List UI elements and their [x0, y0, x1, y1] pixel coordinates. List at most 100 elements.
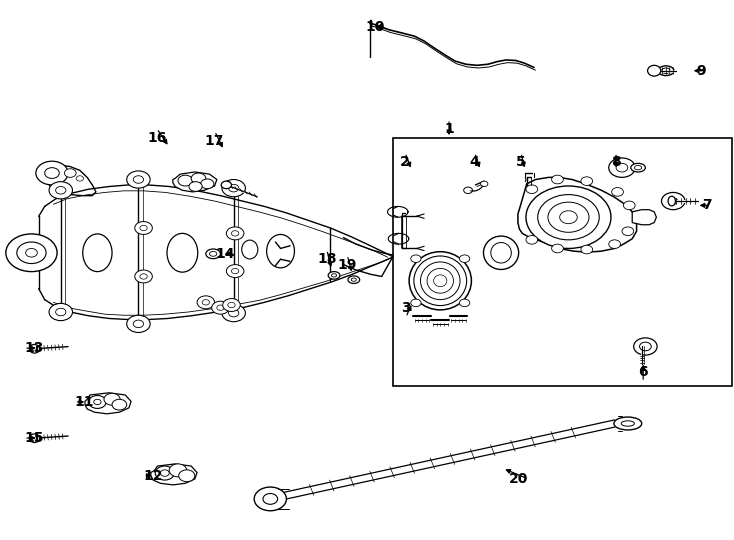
Ellipse shape	[621, 421, 634, 426]
Circle shape	[538, 194, 599, 240]
Circle shape	[36, 161, 68, 185]
Text: 13: 13	[24, 341, 43, 355]
Circle shape	[200, 179, 214, 188]
Circle shape	[548, 202, 589, 232]
Circle shape	[481, 181, 488, 186]
Circle shape	[222, 299, 240, 312]
Circle shape	[231, 231, 239, 236]
Text: 8: 8	[611, 156, 621, 169]
Circle shape	[161, 470, 170, 476]
Ellipse shape	[328, 272, 340, 279]
Circle shape	[140, 274, 148, 279]
Text: 19: 19	[338, 258, 357, 272]
Text: 2: 2	[400, 156, 410, 169]
Circle shape	[661, 192, 685, 210]
Circle shape	[156, 466, 174, 480]
Ellipse shape	[421, 262, 460, 300]
Circle shape	[633, 338, 657, 355]
Ellipse shape	[668, 196, 675, 206]
Ellipse shape	[631, 164, 645, 172]
Polygon shape	[518, 177, 636, 252]
Text: 18: 18	[317, 252, 336, 266]
Text: 7: 7	[702, 198, 711, 212]
Text: 4: 4	[470, 156, 479, 169]
Circle shape	[178, 470, 195, 482]
Circle shape	[464, 187, 473, 193]
Circle shape	[76, 176, 84, 181]
Ellipse shape	[348, 276, 360, 284]
Circle shape	[127, 171, 150, 188]
Circle shape	[526, 235, 538, 244]
Circle shape	[228, 309, 239, 317]
Circle shape	[112, 399, 127, 410]
Circle shape	[616, 164, 628, 172]
Circle shape	[202, 300, 209, 305]
Ellipse shape	[427, 268, 454, 293]
Circle shape	[56, 186, 66, 194]
Circle shape	[222, 179, 245, 197]
Circle shape	[552, 175, 563, 184]
Ellipse shape	[414, 256, 467, 306]
Text: 5: 5	[516, 156, 526, 169]
Circle shape	[211, 301, 229, 314]
Circle shape	[228, 302, 235, 308]
Ellipse shape	[83, 234, 112, 272]
Circle shape	[623, 201, 635, 210]
Circle shape	[581, 177, 592, 185]
Circle shape	[26, 248, 37, 257]
Circle shape	[135, 270, 153, 283]
Ellipse shape	[614, 417, 642, 430]
Ellipse shape	[29, 434, 40, 442]
Circle shape	[94, 399, 101, 404]
Text: 15: 15	[24, 431, 43, 445]
Text: 17: 17	[205, 134, 225, 148]
Circle shape	[191, 173, 206, 184]
Bar	[393, 138, 732, 386]
Circle shape	[411, 255, 421, 262]
Circle shape	[134, 320, 144, 328]
Ellipse shape	[634, 165, 642, 170]
Ellipse shape	[29, 345, 40, 353]
Circle shape	[170, 464, 186, 477]
Text: 11: 11	[75, 395, 94, 409]
Circle shape	[639, 342, 651, 351]
Ellipse shape	[352, 278, 357, 281]
Circle shape	[226, 227, 244, 240]
Circle shape	[189, 181, 202, 191]
Ellipse shape	[484, 236, 519, 269]
Text: 6: 6	[639, 366, 648, 379]
Circle shape	[65, 168, 76, 177]
Circle shape	[231, 268, 239, 274]
Circle shape	[178, 175, 192, 186]
Circle shape	[45, 167, 59, 178]
Circle shape	[127, 315, 150, 333]
Circle shape	[226, 265, 244, 278]
Circle shape	[560, 211, 577, 224]
Circle shape	[217, 305, 224, 310]
Text: 3: 3	[401, 301, 410, 315]
Circle shape	[49, 303, 73, 321]
Circle shape	[411, 299, 421, 307]
Ellipse shape	[647, 65, 661, 76]
Circle shape	[49, 181, 73, 199]
Circle shape	[622, 227, 633, 235]
Text: 9: 9	[696, 64, 705, 78]
Ellipse shape	[266, 234, 294, 268]
Text: 1: 1	[444, 122, 454, 136]
Polygon shape	[85, 393, 131, 414]
Circle shape	[263, 494, 277, 504]
Ellipse shape	[209, 252, 217, 256]
Circle shape	[6, 234, 57, 272]
Circle shape	[17, 242, 46, 264]
Ellipse shape	[221, 181, 231, 188]
Circle shape	[134, 176, 144, 183]
Text: 20: 20	[509, 472, 528, 486]
Circle shape	[459, 255, 470, 262]
Ellipse shape	[241, 240, 258, 259]
Circle shape	[608, 158, 635, 177]
Text: 10: 10	[366, 19, 385, 33]
Circle shape	[669, 198, 677, 204]
Circle shape	[526, 186, 611, 248]
Circle shape	[552, 244, 563, 253]
Circle shape	[526, 185, 538, 193]
